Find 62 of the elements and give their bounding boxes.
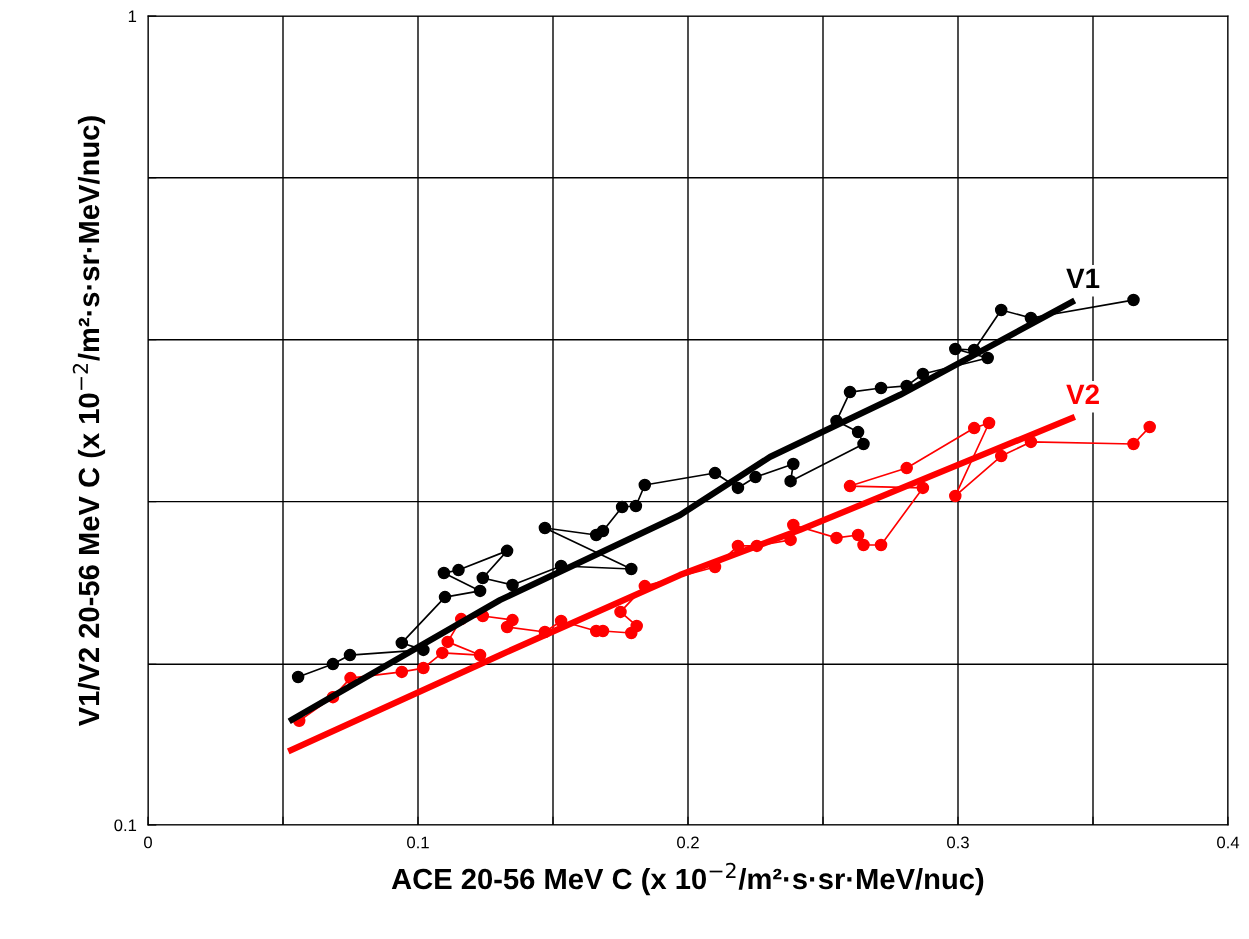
point [874,381,888,395]
point [900,461,913,475]
point [982,416,996,430]
point [596,524,610,538]
point [784,474,797,488]
point [708,466,722,480]
point [1127,293,1140,307]
point [731,481,745,495]
point [630,619,643,633]
point [843,479,857,493]
point [787,457,800,471]
point [476,571,490,585]
point [916,367,930,381]
x-tick-label: 0.2 [677,836,699,849]
point [638,478,652,492]
point [343,648,357,662]
point [851,528,865,542]
point [395,665,409,679]
point [615,500,629,514]
point [843,385,857,399]
series-label: V2 [1066,384,1099,404]
point [749,470,762,484]
point [967,421,981,435]
point [291,670,305,684]
point [436,646,449,660]
point [851,425,865,439]
point [949,489,962,503]
point [326,657,340,671]
point [473,648,487,662]
y-axis-title: V1/V2 20-56 MeV C (x 10$^{−2}$/m²·s·sr·MeV/nuc) [72,116,106,727]
x-tick-label: 0.1 [407,836,429,849]
point [916,481,930,495]
point [538,521,552,535]
point [500,620,514,634]
point [874,538,888,552]
point [437,566,451,580]
x-tick-label: 0 [144,836,152,849]
point [830,531,843,545]
point [857,538,870,552]
point [949,342,962,356]
point [994,303,1008,317]
y-tick-label: 1 [128,10,137,23]
point [506,578,519,592]
x-axis-title: ACE 20-56 MeV C (x 10$^{−2}$/m²·s·sr·MeV/nuc) [391,862,984,896]
point [417,661,430,675]
point [452,563,465,577]
point [500,544,514,558]
point [395,636,409,650]
point [981,351,994,365]
point [994,449,1008,463]
point [473,584,487,598]
point [614,605,627,619]
point [1143,420,1156,434]
point [1127,437,1140,451]
point [625,562,638,576]
point [438,590,452,604]
point [441,635,454,649]
x-tick-label: 0.4 [1217,836,1240,849]
point [629,499,643,513]
x-tick-label: 0.3 [947,836,969,849]
series-label: V1 [1066,268,1100,288]
point [857,437,870,451]
